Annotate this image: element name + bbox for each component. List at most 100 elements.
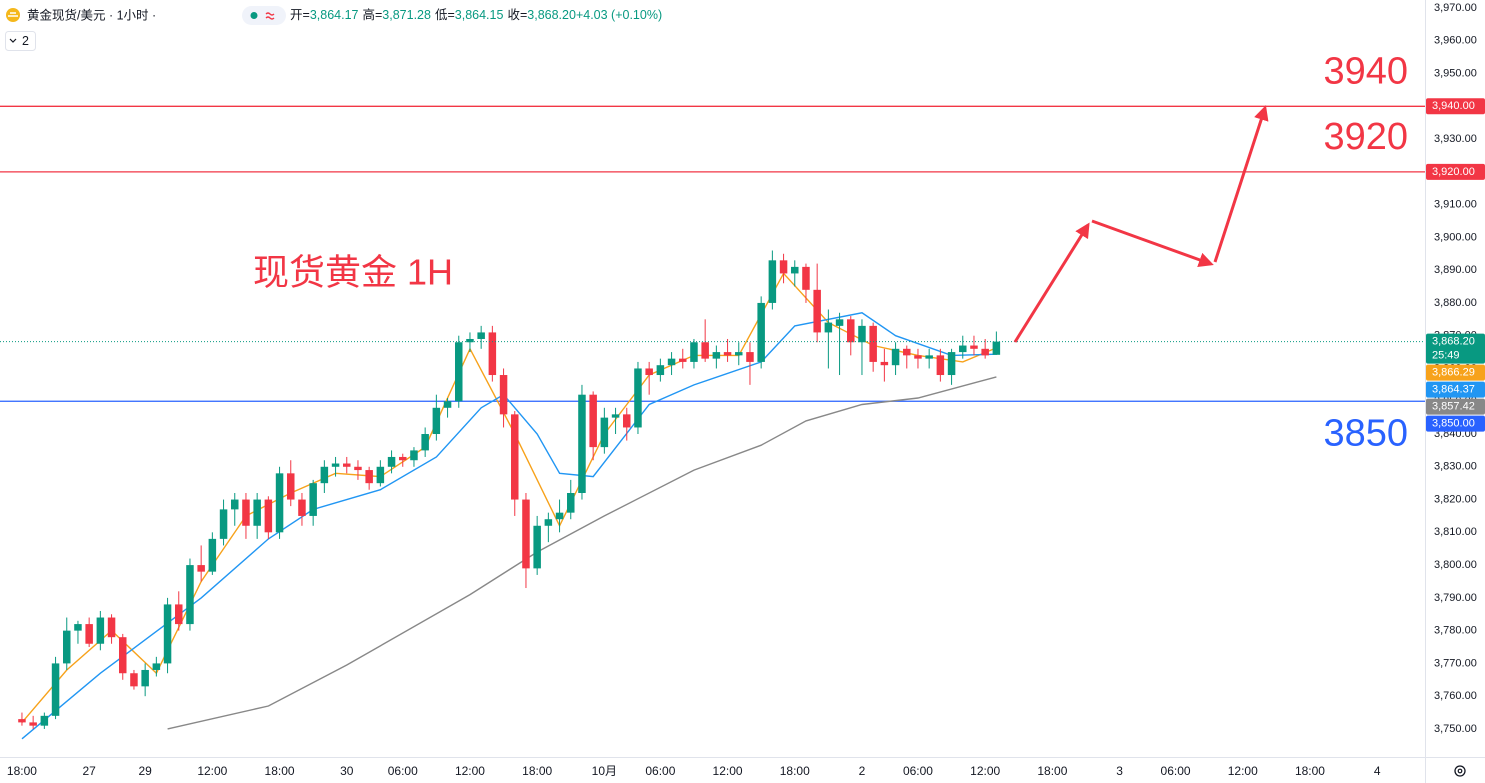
- x-tick-label: 18:00: [1037, 764, 1067, 778]
- candle-body: [813, 289, 821, 333]
- badge-label: 3,857.42: [1432, 401, 1475, 413]
- x-tick-label: 12:00: [455, 764, 485, 778]
- candle-body: [925, 355, 933, 359]
- symbol-icon-mark: [8, 12, 18, 17]
- badge-label: 3,864.37: [1432, 384, 1475, 396]
- x-tick-label: 06:00: [645, 764, 675, 778]
- x-tick-label: 4: [1374, 764, 1381, 778]
- candle-body: [40, 715, 49, 726]
- candle-body: [197, 565, 205, 572]
- legend-label: 收=: [507, 8, 527, 22]
- candle-body: [85, 624, 93, 644]
- price-badge: 3,940.00: [1426, 98, 1485, 115]
- candle-body: [253, 499, 261, 526]
- candle-body: [455, 342, 463, 402]
- candle-body: [320, 466, 329, 484]
- badge-box: [1426, 163, 1485, 180]
- settings-icon[interactable]: [1454, 765, 1466, 777]
- y-tick-label: 3,970.00: [1434, 2, 1477, 14]
- candle-body: [511, 414, 519, 500]
- candle-body: [29, 722, 37, 726]
- y-tick-label: 3,900.00: [1434, 231, 1477, 243]
- legend-label: 高=: [362, 7, 382, 22]
- x-tick-label: 18:00: [522, 764, 552, 778]
- axes: 3,750.00 3,760.00 3,770.00 3,780.00 3,790.00…: [7, 2, 1485, 778]
- plot-area: 3940 3920 3850: [0, 50, 1425, 740]
- candle-body: [903, 348, 911, 356]
- legend-value: +4.03 (+0.10%): [576, 8, 662, 22]
- status-pill[interactable]: [242, 6, 286, 25]
- candle-body: [488, 332, 497, 376]
- badge-box: [1426, 415, 1485, 432]
- candle-body: [287, 473, 295, 500]
- candle-body: [533, 525, 541, 569]
- candle-body: [667, 358, 676, 366]
- candle-body: [645, 368, 653, 376]
- candle-body: [466, 338, 474, 343]
- x-tick-label: 12:00: [713, 764, 743, 778]
- price-badge: 3,920.00: [1426, 163, 1485, 180]
- candle-body: [499, 375, 508, 415]
- candle-body: [354, 466, 362, 471]
- candle-body: [242, 499, 250, 526]
- candle-body: [96, 617, 105, 644]
- candle-body: [735, 352, 743, 356]
- x-tick-label: 06:00: [903, 764, 933, 778]
- candle-body: [555, 512, 564, 520]
- badge-box: [1426, 364, 1485, 381]
- candle-body: [791, 266, 799, 274]
- candle-body: [309, 483, 317, 516]
- candle-body: [544, 519, 553, 526]
- candle-body: [880, 361, 889, 366]
- candle-body: [701, 342, 709, 359]
- candle-body: [768, 260, 777, 303]
- candle-body: [219, 509, 228, 539]
- ohlc-legend: 开=3,864.17 高=3,871.28 低=3,864.15 收=3,868.20…: [290, 7, 662, 22]
- candle-body: [376, 466, 385, 484]
- badge-label: 3,920.00: [1432, 166, 1475, 178]
- y-tick-label: 3,930.00: [1434, 133, 1477, 145]
- y-tick-label: 3,880.00: [1434, 297, 1477, 309]
- x-tick-label: 06:00: [388, 764, 418, 778]
- legend-value: 3,864.17: [310, 8, 359, 22]
- level-label: 3850: [1323, 412, 1408, 454]
- price-badge: 3,866.29: [1426, 364, 1485, 381]
- candle-body: [936, 355, 945, 376]
- badge-label: 3,866.29: [1432, 367, 1475, 379]
- candle-body: [399, 456, 407, 461]
- candle-body: [421, 434, 429, 451]
- candle-body: [712, 352, 721, 359]
- candle-body: [847, 319, 855, 343]
- x-tick-label: 10月: [592, 764, 617, 778]
- arrow: [1091, 219, 1214, 267]
- candle-body: [914, 355, 922, 359]
- x-tick-label: 12:00: [197, 764, 227, 778]
- price-badge: 3,850.00: [1426, 415, 1485, 432]
- candle-body: [208, 538, 217, 572]
- candle-body: [477, 332, 485, 339]
- price-badge: 3,864.37: [1426, 381, 1485, 398]
- x-tick-label: 18:00: [1295, 764, 1325, 778]
- candle-body: [107, 617, 116, 638]
- badge-box: [1426, 381, 1485, 398]
- y-tick-label: 3,910.00: [1434, 199, 1477, 211]
- projection-arrows: [1013, 105, 1269, 343]
- badge-box: [1426, 98, 1485, 115]
- symbol-title[interactable]: 黄金现货/美元 · 1小时 ·: [27, 7, 156, 22]
- y-tick-label: 3,790.00: [1434, 592, 1477, 604]
- badge-label: 3,868.20: [1432, 336, 1475, 348]
- candle-body: [746, 352, 754, 362]
- candle-body: [723, 352, 732, 356]
- x-tick-label: 18:00: [7, 764, 37, 778]
- symbol-icon: [6, 8, 20, 22]
- moving-average: [21, 312, 997, 740]
- indicators-toggle[interactable]: [5, 31, 36, 51]
- candle-body: [824, 322, 833, 333]
- x-tick-label: 30: [340, 764, 354, 778]
- candle-body: [970, 345, 978, 349]
- badge-box: [1426, 333, 1485, 364]
- candle-body: [578, 394, 586, 494]
- candle-body: [298, 499, 306, 516]
